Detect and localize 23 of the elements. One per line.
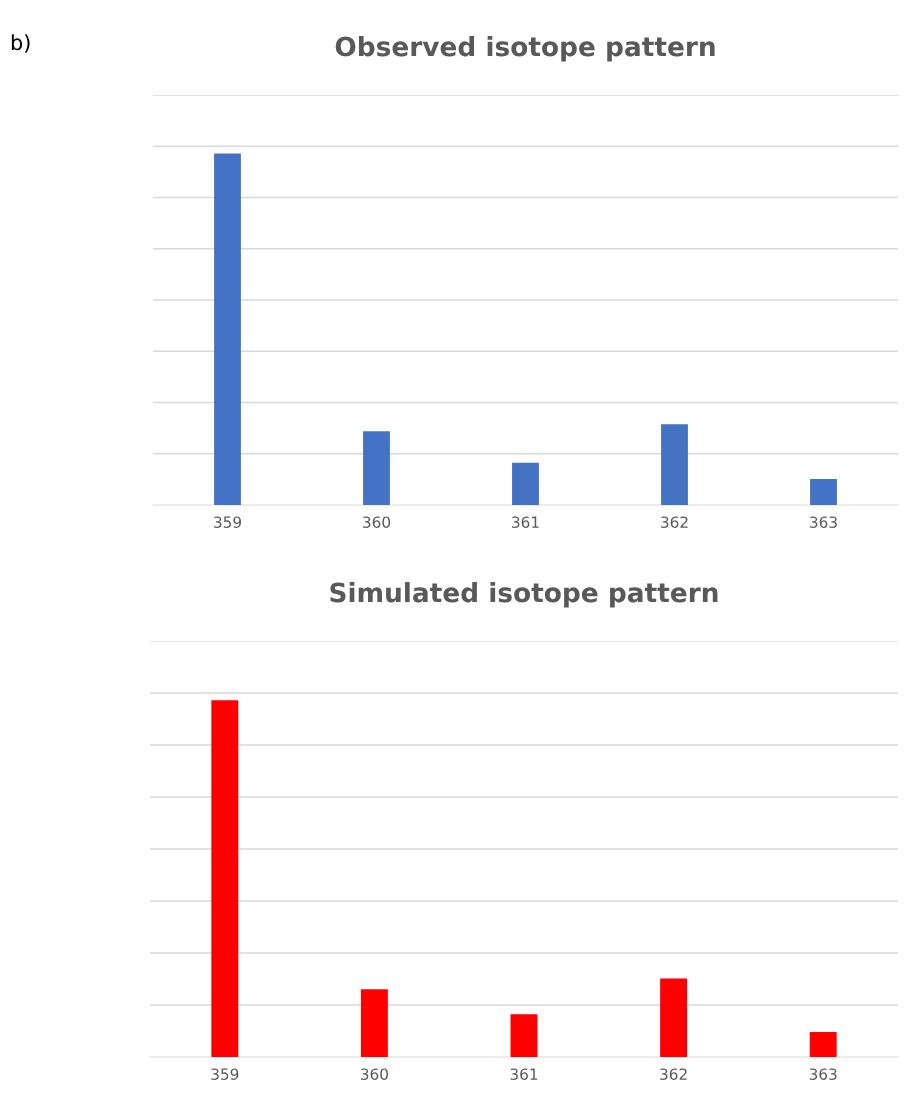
- x-tick-label: 362: [661, 516, 688, 528]
- bar: [809, 1032, 837, 1057]
- x-tick-label: 359: [211, 1068, 239, 1080]
- x-tick-label: 359: [214, 516, 242, 528]
- bar: [510, 1014, 538, 1057]
- bar: [211, 700, 239, 1057]
- x-tick-label: 361: [510, 1068, 538, 1080]
- x-tick-label: 362: [660, 1068, 687, 1080]
- bar: [660, 978, 688, 1057]
- chart-title: Observed isotope pattern: [335, 36, 715, 62]
- bar: [214, 153, 241, 505]
- x-tick-label: 363: [810, 516, 837, 528]
- bar: [661, 424, 688, 505]
- bar: [360, 989, 388, 1057]
- chart-title: Simulated isotope pattern: [330, 582, 718, 608]
- bar: [512, 462, 539, 505]
- bar: [810, 478, 837, 505]
- x-tick-label: 360: [360, 1068, 388, 1080]
- bar: [363, 431, 390, 505]
- text: b): [11, 34, 30, 53]
- x-tick-label: 361: [512, 516, 539, 528]
- x-tick-label: 360: [363, 516, 391, 528]
- x-tick-label: 363: [809, 1068, 837, 1080]
